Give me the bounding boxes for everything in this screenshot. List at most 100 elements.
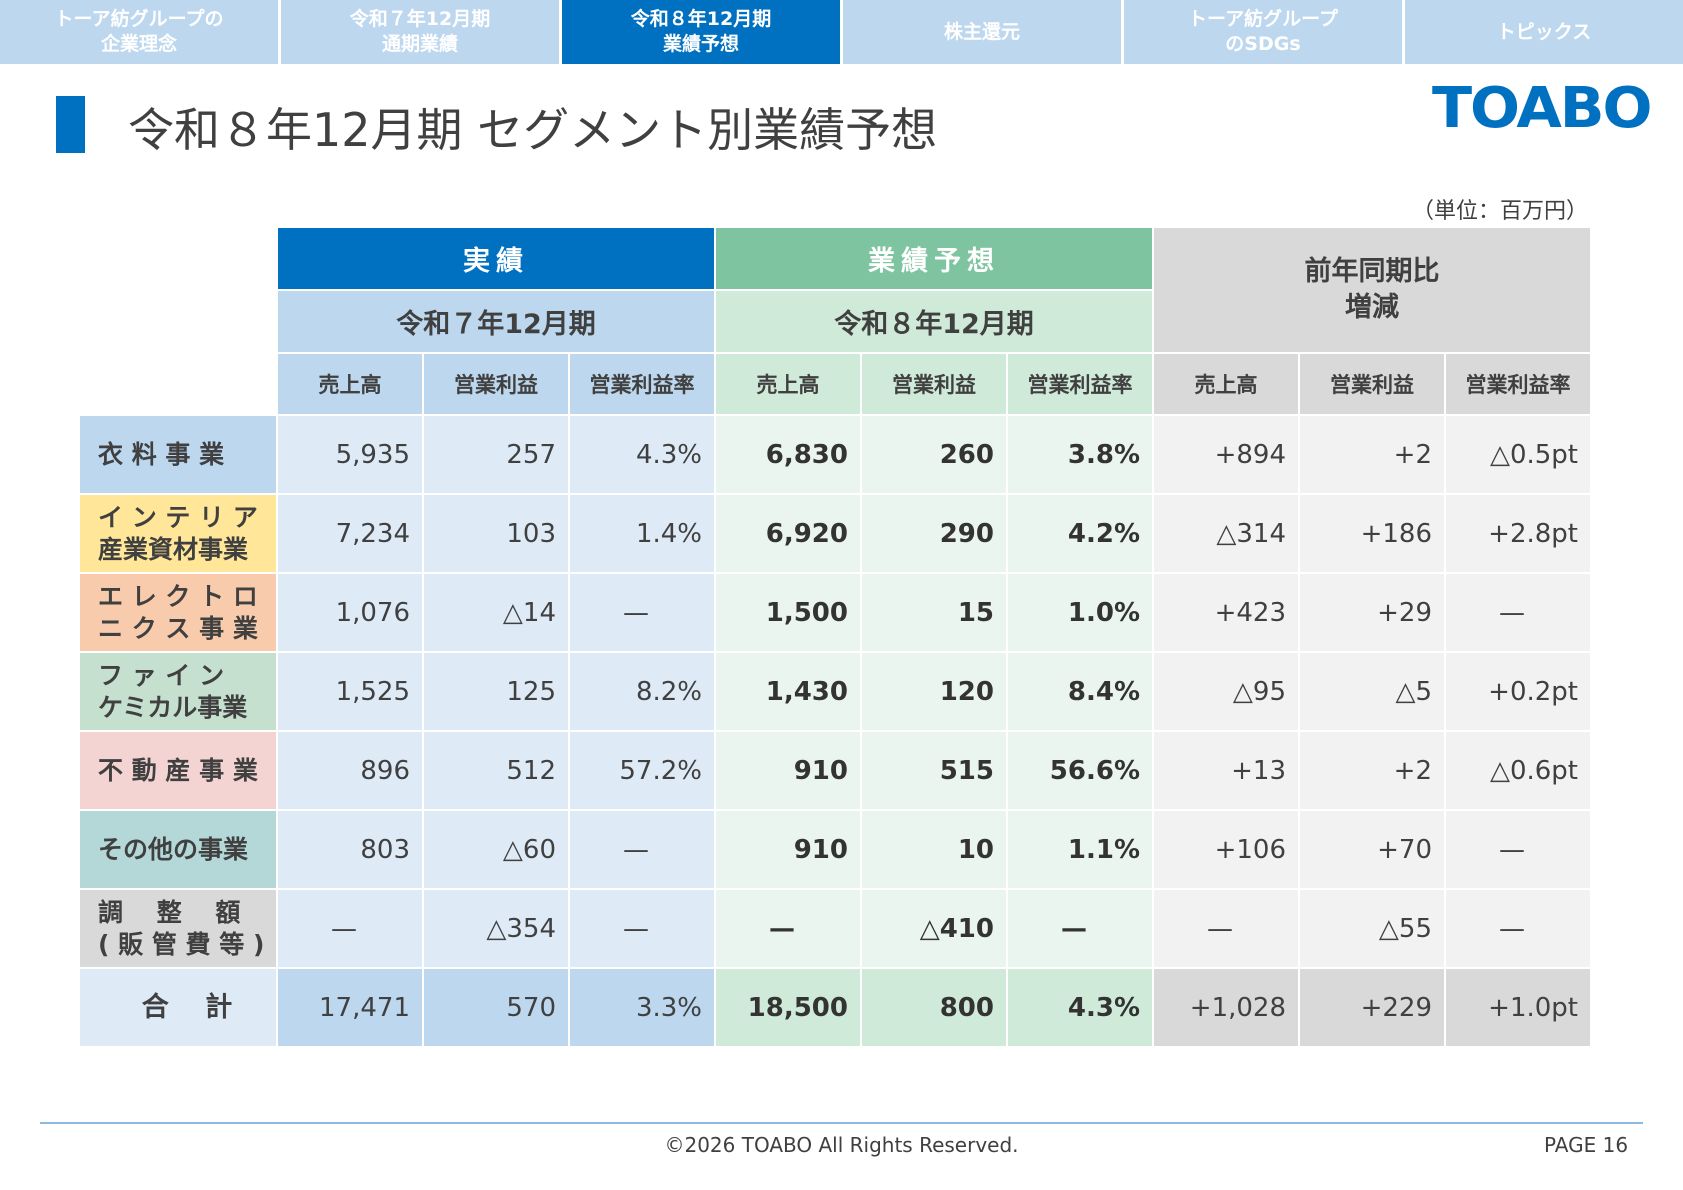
tab-fy2025-results[interactable]: 令和７年12月期 通期業績 [281, 0, 559, 64]
cell-diff-op-margin: +1.0pt [1446, 969, 1590, 1046]
table-row: 不 動 産 事 業 896 512 57.2% 910 515 56.6% +13 +2 △0.6… [80, 732, 1590, 809]
cell-forecast-op-profit: 10 [862, 811, 1006, 888]
tab-corporate-philosophy[interactable]: トーア紡グループの 企業理念 [0, 0, 278, 64]
cell-forecast-sales: 6,920 [716, 495, 860, 572]
period-header-forecast: 令和８年12月期 [716, 291, 1152, 352]
cell-diff-op-margin: +0.2pt [1446, 653, 1590, 730]
cell-forecast-sales: 910 [716, 811, 860, 888]
segment-label: その他の事業 [80, 811, 276, 888]
cell-diff-op-profit: +70 [1300, 811, 1444, 888]
cell-actual-op-margin: — [570, 811, 714, 888]
cell-diff-sales: +13 [1154, 732, 1298, 809]
cell-actual-op-profit: △60 [424, 811, 568, 888]
cell-actual-op-margin: 57.2% [570, 732, 714, 809]
cell-diff-op-margin: △0.5pt [1446, 416, 1590, 493]
group-header-actual: 実績 [278, 228, 714, 289]
cell-forecast-op-profit: 800 [862, 969, 1006, 1046]
table-row: 衣 料 事 業 5,935 257 4.3% 6,830 260 3.8% +894 +2 △0.… [80, 416, 1590, 493]
cell-actual-sales: 5,935 [278, 416, 422, 493]
cell-actual-op-profit: 257 [424, 416, 568, 493]
cell-diff-sales: +1,028 [1154, 969, 1298, 1046]
cell-diff-op-margin: △0.6pt [1446, 732, 1590, 809]
cell-diff-op-profit: △55 [1300, 890, 1444, 967]
group-header-diff: 前年同期比 増減 [1154, 228, 1590, 352]
tab-topics[interactable]: トピックス [1405, 0, 1683, 64]
cell-diff-op-profit: △5 [1300, 653, 1444, 730]
cell-actual-op-profit: 103 [424, 495, 568, 572]
tab-fy2026-forecast[interactable]: 令和８年12月期 業績予想 [562, 0, 840, 64]
col-header-op-profit: 営業利益 [1300, 354, 1444, 414]
tab-sdgs[interactable]: トーア紡グループ のSDGs [1124, 0, 1402, 64]
cell-actual-op-profit: △354 [424, 890, 568, 967]
toabo-logo: TOABO [1432, 76, 1652, 141]
group-header-forecast: 業績予想 [716, 228, 1152, 289]
cell-forecast-op-profit: 290 [862, 495, 1006, 572]
col-header-op-margin: 営業利益率 [1008, 354, 1152, 414]
segment-label: 合 計 [80, 969, 276, 1046]
table-row: イ ン テ リ ア 産業資材事業 7,234 103 1.4% 6,920 290 4.2%… [80, 495, 1590, 572]
table-row: エ レ ク ト ロ ニ ク ス 事 業 1,076 △14—1,500 15 1.0% +… [80, 574, 1590, 651]
segment-label: 不 動 産 事 業 [80, 732, 276, 809]
cell-diff-sales: +894 [1154, 416, 1298, 493]
cell-forecast-op-margin: 8.4% [1008, 653, 1152, 730]
cell-diff-sales: △314 [1154, 495, 1298, 572]
segment-label: 調 整 額 ( 販 管 費 等 ) [80, 890, 276, 967]
cell-diff-op-margin: +2.8pt [1446, 495, 1590, 572]
cell-actual-sales: — [278, 890, 422, 967]
cell-forecast-op-profit: 515 [862, 732, 1006, 809]
col-header-sales: 売上高 [278, 354, 422, 414]
col-header-sales: 売上高 [716, 354, 860, 414]
cell-diff-op-margin: — [1446, 811, 1590, 888]
table-row: 調 整 額 ( 販 管 費 等 ) — △354— — △410— — △55— [80, 890, 1590, 967]
cell-actual-op-margin: 8.2% [570, 653, 714, 730]
col-header-op-profit: 営業利益 [424, 354, 568, 414]
cell-actual-sales: 803 [278, 811, 422, 888]
copyright: ©2026 TOABO All Rights Reserved. [664, 1133, 1019, 1157]
cell-actual-sales: 1,525 [278, 653, 422, 730]
table-row: フ ァ イ ン ケミカル事業 1,525 125 8.2% 1,430 120 8.4% △9… [80, 653, 1590, 730]
cell-diff-op-profit: +2 [1300, 732, 1444, 809]
cell-forecast-op-profit: 120 [862, 653, 1006, 730]
col-header-op-margin: 営業利益率 [1446, 354, 1590, 414]
table-corner [80, 228, 276, 414]
cell-diff-sales: +106 [1154, 811, 1298, 888]
table-row: その他の事業 803 △60—910 10 1.1% +106 +70— [80, 811, 1590, 888]
cell-forecast-op-margin: 3.8% [1008, 416, 1152, 493]
table-body: 衣 料 事 業 5,935 257 4.3% 6,830 260 3.8% +894 +2 △0.… [80, 416, 1590, 1046]
cell-forecast-op-margin: — [1008, 890, 1152, 967]
cell-diff-op-margin: — [1446, 890, 1590, 967]
cell-actual-sales: 1,076 [278, 574, 422, 651]
cell-diff-sales: — [1154, 890, 1298, 967]
cell-forecast-op-profit: 15 [862, 574, 1006, 651]
segment-label: フ ァ イ ン ケミカル事業 [80, 653, 276, 730]
cell-forecast-op-margin: 4.3% [1008, 969, 1152, 1046]
period-header-actual: 令和７年12月期 [278, 291, 714, 352]
title-accent-bar [56, 96, 85, 153]
cell-diff-op-profit: +29 [1300, 574, 1444, 651]
tab-shareholder-returns[interactable]: 株主還元 [843, 0, 1121, 64]
cell-actual-op-margin: — [570, 574, 714, 651]
total-row: 合 計 17,471 570 3.3% 18,500 800 4.3% +1,028 +229 +… [80, 969, 1590, 1046]
cell-forecast-sales: 6,830 [716, 416, 860, 493]
cell-actual-sales: 896 [278, 732, 422, 809]
cell-actual-op-margin: 1.4% [570, 495, 714, 572]
cell-actual-op-profit: △14 [424, 574, 568, 651]
cell-actual-op-profit: 512 [424, 732, 568, 809]
cell-diff-op-profit: +229 [1300, 969, 1444, 1046]
cell-actual-op-profit: 570 [424, 969, 568, 1046]
col-header-sales: 売上高 [1154, 354, 1298, 414]
cell-forecast-op-margin: 4.2% [1008, 495, 1152, 572]
col-header-op-profit: 営業利益 [862, 354, 1006, 414]
cell-diff-sales: △95 [1154, 653, 1298, 730]
cell-forecast-op-profit: 260 [862, 416, 1006, 493]
cell-actual-op-margin: — [570, 890, 714, 967]
cell-forecast-op-margin: 1.0% [1008, 574, 1152, 651]
cell-forecast-sales: 1,430 [716, 653, 860, 730]
cell-forecast-op-margin: 1.1% [1008, 811, 1152, 888]
cell-actual-op-margin: 4.3% [570, 416, 714, 493]
segment-forecast-table: 実績 業績予想 前年同期比 増減 令和７年12月期 令和８年12月期 売上高 営… [78, 226, 1592, 1048]
page-number: PAGE 16 [1544, 1133, 1629, 1157]
cell-actual-sales: 7,234 [278, 495, 422, 572]
unit-label: （単位：百万円） [1412, 199, 1589, 224]
cell-actual-op-profit: 125 [424, 653, 568, 730]
